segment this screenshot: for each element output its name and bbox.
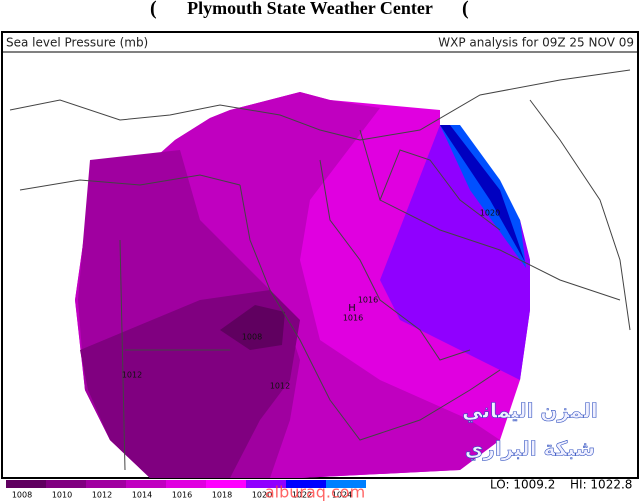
contour-label: 1008: [242, 333, 262, 342]
legend-swatch: [166, 480, 206, 488]
legend-swatch: [46, 480, 86, 488]
contour-label: 1016: [358, 296, 378, 305]
legend-swatch: [86, 480, 126, 488]
ornament: (: [150, 0, 157, 20]
contour-labels: 1020 1016 1016 1008 1012 1012 H: [122, 209, 500, 391]
legend-swatch: [286, 480, 326, 488]
legend-tick-label: 1018: [212, 491, 232, 500]
watermark: alburaq.com: [265, 483, 365, 502]
legend-swatch: [6, 480, 46, 488]
legend-swatch: [246, 480, 286, 488]
credit-line: شبكة البراري: [465, 437, 595, 462]
title: Plymouth State Weather Center: [187, 0, 433, 18]
credit-line: المزن اليماني: [462, 399, 597, 424]
legend-tick-label: 1012: [92, 491, 112, 500]
contour-label: 1012: [270, 382, 290, 391]
contour-label: 1016: [343, 314, 363, 323]
field-label: Sea level Pressure (mb): [6, 36, 148, 50]
legend-tick-label: 1022: [292, 491, 312, 500]
legend: 1008 1010 1012 1014 1016 1018 1020 1022 1024: [6, 480, 366, 500]
high-marker: H: [348, 303, 356, 314]
borders: [9, 69, 631, 471]
legend-swatch: [326, 480, 366, 488]
analysis-label: WXP analysis for 09Z 25 NOV 09: [438, 36, 634, 50]
pressure-1008: [220, 305, 285, 350]
pressure-field: [75, 92, 530, 478]
low-value: LO: 1009.2: [490, 478, 555, 492]
pressure-1020: [440, 125, 526, 268]
high-value: HI: 1022.8: [570, 478, 632, 492]
legend-tick-label: 1014: [132, 491, 152, 500]
legend-swatch: [126, 480, 166, 488]
contour-label: 1020: [480, 209, 500, 218]
ornament: (: [462, 0, 469, 20]
legend-tick-label: 1016: [172, 491, 192, 500]
legend-tick-label: 1020: [252, 491, 272, 500]
legend-tick-label: 1024: [332, 491, 352, 500]
legend-tick-label: 1010: [52, 491, 72, 500]
contour-label: 1012: [122, 371, 142, 380]
legend-tick-label: 1008: [12, 491, 32, 500]
legend-swatch: [206, 480, 246, 488]
